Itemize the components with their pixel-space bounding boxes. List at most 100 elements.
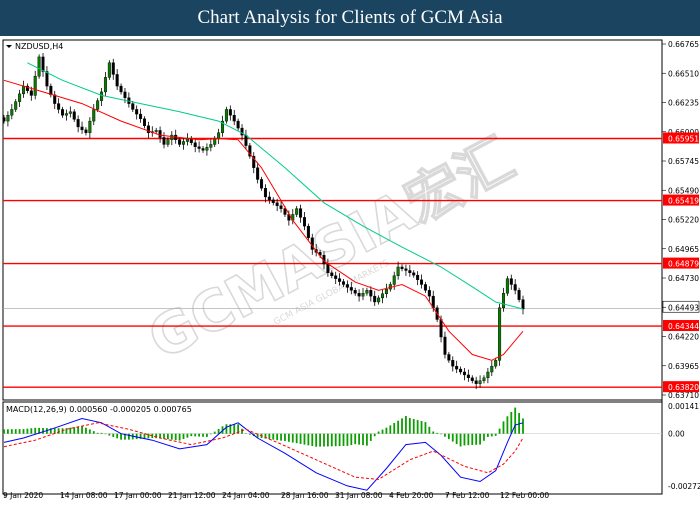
candle-body <box>306 225 310 238</box>
level-price-label-2: 0.64879 <box>668 260 699 269</box>
candle-body <box>72 111 76 120</box>
candle-body <box>14 101 18 110</box>
candle <box>236 118 240 131</box>
candle-body <box>400 266 404 269</box>
candle-body <box>302 217 306 227</box>
candle-body <box>103 77 107 93</box>
candle-body <box>263 188 267 198</box>
candle <box>205 143 209 156</box>
level-price-label-1: 0.65419 <box>668 197 699 206</box>
x-tick-label: 28 Jan 16:00 <box>281 491 329 500</box>
candle-body <box>166 139 170 145</box>
candle <box>197 141 201 153</box>
candle-body <box>201 148 205 151</box>
candle <box>84 127 88 136</box>
candle <box>256 162 260 184</box>
candle-body <box>49 85 53 96</box>
candle <box>111 58 115 80</box>
candle-body <box>76 119 80 128</box>
candle <box>53 90 57 109</box>
candle-body <box>330 272 334 276</box>
candle-body <box>361 293 365 297</box>
candle <box>353 287 357 296</box>
y-tick-label: 0.66235 <box>668 99 699 108</box>
candle-body <box>365 290 369 294</box>
y-tick-label: 0.66510 <box>668 69 699 78</box>
candle-body <box>100 91 104 101</box>
candle-body <box>482 377 486 381</box>
candle <box>462 368 466 381</box>
candle-body <box>244 134 248 146</box>
candle <box>513 279 517 295</box>
candle <box>49 83 53 98</box>
candle <box>494 357 498 369</box>
candle <box>68 106 72 118</box>
y-tick-label: 0.66000 <box>668 128 699 137</box>
candle <box>107 60 111 80</box>
candle-body <box>501 293 505 309</box>
candle <box>349 282 353 295</box>
candle-body <box>232 115 236 122</box>
candle-body <box>88 120 92 133</box>
current-price-box <box>662 300 700 313</box>
candle <box>451 356 455 372</box>
candle <box>41 52 45 77</box>
candle <box>33 70 37 100</box>
candle-body <box>369 290 373 297</box>
candle-body <box>236 120 240 129</box>
candle-body <box>455 365 459 370</box>
candle <box>115 69 119 91</box>
x-tick-label: 12 Feb 00:00 <box>500 491 549 500</box>
candle-body <box>41 56 45 72</box>
candle <box>100 87 104 107</box>
candle <box>330 270 334 279</box>
candle <box>72 109 76 122</box>
x-tick-label: 9 Jan 2020 <box>3 491 43 500</box>
candle <box>170 131 174 146</box>
candle-body <box>80 126 84 131</box>
candle-body <box>256 167 260 180</box>
chart-area[interactable]: GCMASIA宏汇 GCM ASIA GLOBAL MARKETS 0.6676… <box>0 36 700 500</box>
x-tick-label: 14 Jan 08:00 <box>60 491 108 500</box>
candle-body <box>182 141 186 145</box>
candle <box>142 116 146 129</box>
chart-header: Chart Analysis for Clients of GCM Asia <box>0 0 700 36</box>
x-tick-label: 31 Jan 08:00 <box>335 491 383 500</box>
candle-body <box>18 93 22 102</box>
macd-signal-line <box>3 422 524 480</box>
candle <box>57 98 61 114</box>
candle <box>357 289 361 302</box>
candle <box>478 375 482 388</box>
candle-body <box>135 109 139 115</box>
candle <box>408 265 412 277</box>
level-price-box <box>663 381 699 393</box>
ma-fast-line <box>3 79 524 361</box>
price-chart-svg[interactable]: GCMASIA宏汇 GCM ASIA GLOBAL MARKETS 0.6676… <box>0 36 700 500</box>
candle-body <box>271 199 275 203</box>
candle-body <box>170 134 174 140</box>
candle <box>80 121 84 134</box>
candle <box>275 198 279 212</box>
candle <box>490 360 494 376</box>
candle <box>248 143 252 159</box>
candle <box>232 109 236 126</box>
symbol-dropdown-icon[interactable] <box>6 45 12 48</box>
candle-body <box>33 75 37 96</box>
candle <box>302 212 306 231</box>
candle-body <box>404 268 408 271</box>
candle <box>92 104 96 126</box>
candle <box>162 132 166 149</box>
candle-body <box>96 100 100 110</box>
candle-body <box>384 288 388 295</box>
candle-body <box>2 117 6 122</box>
candle-body <box>162 137 166 145</box>
candle-body <box>299 208 303 218</box>
candle-body <box>396 266 400 276</box>
candle-body <box>115 74 119 87</box>
macd-indicator-label: MACD(12,26,9) 0.000560 -0.000205 0.00076… <box>6 405 192 414</box>
candle-body <box>61 109 65 116</box>
candle <box>119 83 123 95</box>
candle-body <box>252 155 256 168</box>
candle-body <box>381 293 385 299</box>
candle <box>154 127 158 135</box>
